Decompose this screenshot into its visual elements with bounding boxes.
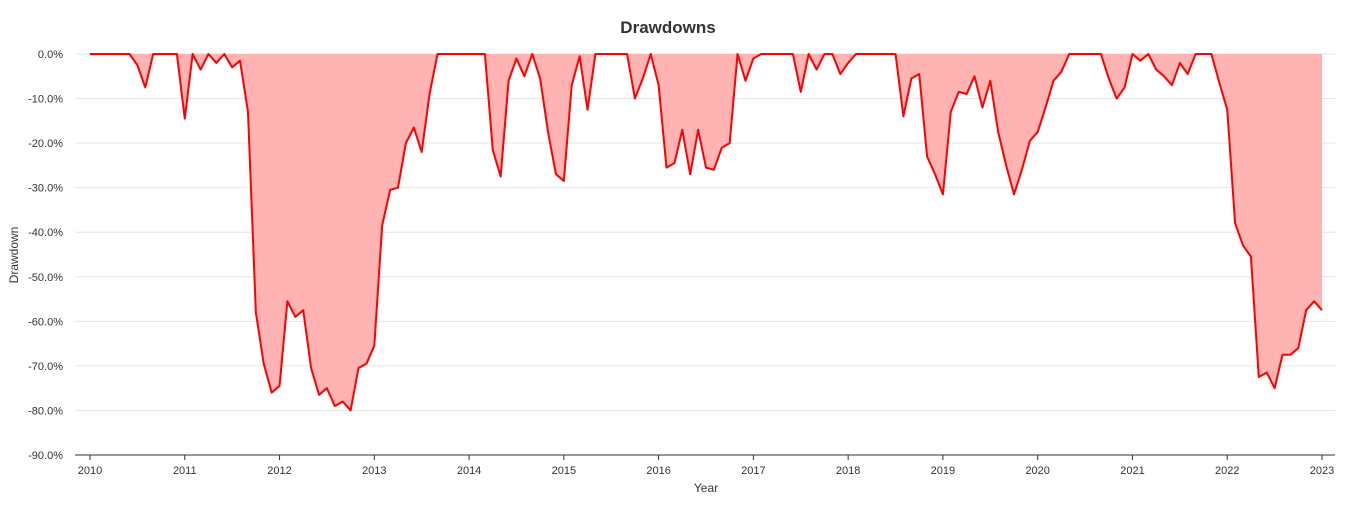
x-tick-label: 2014 — [457, 465, 481, 477]
x-tick-label: 2021 — [1120, 465, 1144, 477]
y-tick-label: -50.0% — [28, 272, 63, 284]
y-tick-label: -30.0% — [28, 183, 63, 195]
y-axis-ticks: 0.0% -10.0% -20.0% -30.0% -40.0% -50.0% -60.0%… — [28, 49, 63, 462]
y-tick-label: -80.0% — [28, 405, 63, 417]
y-tick-label: -60.0% — [28, 316, 63, 328]
y-tick-label: -90.0% — [28, 450, 63, 462]
x-tick-label: 2018 — [836, 465, 860, 477]
x-tick-label: 2016 — [646, 465, 670, 477]
x-tick-label: 2019 — [931, 465, 955, 477]
x-tick-label: 2011 — [173, 465, 197, 477]
x-axis-label: Year — [694, 481, 718, 495]
y-axis-label: Drawdown — [7, 227, 21, 284]
x-tick-label: 2020 — [1025, 465, 1049, 477]
x-axis-ticks: 2010 2011 2012 2013 2014 2015 2016 2017 2018 2019… — [78, 455, 1334, 477]
y-tick-label: -20.0% — [28, 138, 63, 150]
drawdown-area — [90, 54, 1322, 411]
y-tick-label: -70.0% — [28, 361, 63, 373]
y-tick-label: -40.0% — [28, 227, 63, 239]
x-tick-label: 2017 — [741, 465, 765, 477]
y-tick-label: 0.0% — [38, 49, 63, 61]
y-tick-label: -10.0% — [28, 94, 63, 106]
x-tick-label: 2022 — [1215, 465, 1239, 477]
x-tick-label: 2010 — [78, 465, 102, 477]
x-tick-label: 2023 — [1310, 465, 1334, 477]
x-tick-label: 2013 — [362, 465, 386, 477]
x-tick-label: 2015 — [552, 465, 576, 477]
x-tick-label: 2012 — [267, 465, 291, 477]
drawdown-line — [90, 53, 1323, 412]
chart-title: Drawdowns — [620, 18, 715, 37]
